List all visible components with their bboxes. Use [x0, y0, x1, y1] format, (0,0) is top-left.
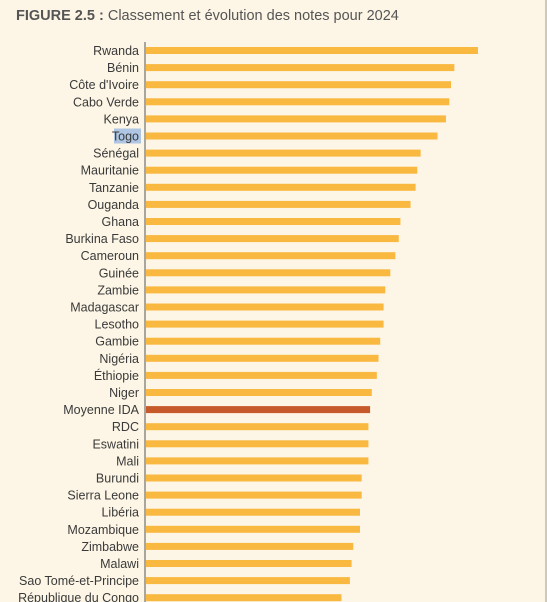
bar-zimbabwe: [146, 542, 354, 550]
category-label-cabo-verde: Cabo Verde: [73, 95, 139, 109]
figure-title: FIGURE 2.5 : Classement et évolution des…: [16, 8, 399, 24]
category-label-ethiopie: Éthiopie: [94, 368, 139, 383]
category-label-burkina-faso: Burkina Faso: [65, 232, 139, 246]
category-label-mozambique: Mozambique: [67, 523, 139, 537]
bar-mauritanie: [146, 166, 418, 174]
category-label-rwanda: Rwanda: [93, 44, 139, 58]
category-label-gambie: Gambie: [95, 335, 139, 349]
category-label-senegal: Sénégal: [93, 147, 139, 161]
bar-ghana: [146, 218, 401, 225]
bar-ethiopie: [146, 371, 377, 379]
category-label-benin: Bénin: [107, 61, 139, 75]
category-label-mauritanie: Mauritanie: [81, 164, 139, 178]
category-label-sao-tome-et-principe: Sao Tomé-et-Principe: [19, 574, 139, 588]
bar-tanzanie: [146, 183, 416, 191]
category-label-sierra-leone: Sierra Leone: [67, 489, 139, 503]
category-label-tanzanie: Tanzanie: [89, 181, 139, 195]
bar-burkina-faso: [146, 235, 399, 243]
figure-number: FIGURE 2.5 :: [16, 8, 104, 24]
category-label-moyenne-ida: Moyenne IDA: [63, 403, 139, 417]
category-label-mali: Mali: [116, 454, 139, 468]
bar-nigeria: [146, 354, 379, 362]
bar-togo: [146, 132, 438, 140]
category-label-guinee: Guinée: [99, 266, 139, 280]
bar-cote-d-ivoire: [146, 81, 451, 89]
figure-title-text: Classement et évolution des notes pour 2…: [107, 8, 399, 24]
category-label-eswatini: Eswatini: [92, 437, 139, 451]
category-label-zimbabwe: Zimbabwe: [81, 540, 139, 554]
bar-lesotho: [146, 320, 384, 328]
category-label-ghana: Ghana: [101, 215, 139, 229]
bar-kenya: [146, 115, 446, 123]
bar-republique-du-congo: [146, 594, 342, 602]
bar-madagascar: [146, 303, 384, 311]
category-label-nigeria: Nigéria: [99, 352, 139, 366]
category-label-cote-d-ivoire: Côte d'Ivoire: [69, 78, 139, 92]
bar-ouganda: [146, 200, 411, 208]
bar-eswatini: [146, 440, 369, 448]
bar-mali: [146, 457, 369, 465]
bar-burundi: [146, 474, 362, 482]
bar-gambie: [146, 337, 381, 345]
bar-sao-tome-et-principe: [146, 577, 350, 585]
bar-cameroun: [146, 252, 396, 260]
bar-zambie: [146, 286, 386, 294]
bar-benin: [146, 64, 455, 72]
bar-guinee: [146, 269, 391, 277]
bar-rwanda: [146, 47, 478, 54]
bar-senegal: [146, 149, 421, 157]
category-label-lesotho: Lesotho: [95, 318, 140, 332]
category-label-kenya: Kenya: [104, 112, 139, 126]
category-label-ouganda: Ouganda: [88, 198, 139, 212]
bar-sierra-leone: [146, 491, 362, 499]
category-label-togo: Togo: [112, 130, 139, 144]
category-label-liberia: Libéria: [101, 506, 139, 520]
bar-liberia: [146, 508, 360, 516]
category-label-zambie: Zambie: [97, 283, 139, 297]
category-label-republique-du-congo: République du Congo: [18, 591, 139, 602]
bar-rdc: [146, 423, 369, 431]
category-label-cameroun: Cameroun: [81, 249, 139, 263]
category-label-niger: Niger: [109, 386, 139, 400]
category-label-burundi: Burundi: [96, 472, 139, 486]
bar-malawi: [146, 560, 352, 567]
bar-mozambique: [146, 525, 360, 533]
category-label-malawi: Malawi: [100, 557, 139, 571]
category-label-madagascar: Madagascar: [70, 301, 139, 315]
bar-cabo-verde: [146, 98, 450, 106]
category-label-rdc: RDC: [112, 420, 139, 434]
bar-niger: [146, 389, 372, 396]
label-selection-highlight: [114, 128, 141, 144]
bar-moyenne-ida: [146, 406, 371, 414]
